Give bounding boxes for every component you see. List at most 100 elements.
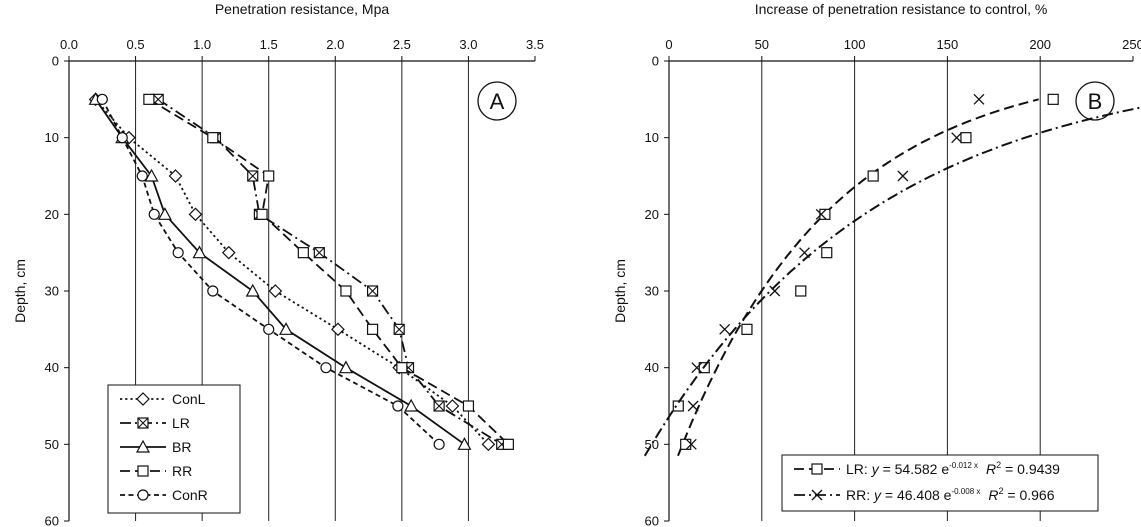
x-tick-label: 0	[665, 37, 672, 52]
x-axis-title: Increase of penetration resistance to co…	[755, 1, 1048, 17]
legend-item: RR	[120, 463, 192, 479]
data-point	[821, 247, 833, 259]
panel-badge-label: A	[490, 89, 505, 114]
data-point	[340, 285, 352, 297]
y-tick-label: 30	[645, 284, 659, 299]
data-point	[207, 285, 219, 297]
data-point	[136, 170, 148, 182]
data-point	[168, 169, 183, 183]
series-LR	[672, 93, 1059, 457]
legend-item: LR: y = 54.582 e-0.012 x R2 = 0.9439	[794, 460, 1060, 477]
legend-marker	[137, 465, 149, 477]
data-point	[404, 398, 419, 412]
y-tick-label: 60	[45, 514, 59, 527]
data-point	[815, 208, 827, 220]
data-point	[741, 323, 753, 335]
data-point	[331, 322, 345, 337]
x-tick-label: 2.5	[393, 37, 411, 52]
legend-marker-cross	[137, 417, 149, 429]
data-point	[719, 323, 731, 335]
data-point	[366, 323, 379, 335]
data-point	[433, 438, 445, 450]
y-tick-label: 40	[645, 360, 659, 375]
data-point	[799, 247, 810, 259]
panel-badge-label: B	[1088, 89, 1103, 114]
legend-eq-part: = 54.582 e	[879, 461, 950, 477]
legend-eq-part: 2	[998, 486, 1003, 496]
data-point	[188, 207, 203, 222]
x-tick-label: 50	[755, 37, 769, 52]
x-tick-label: 100	[844, 37, 866, 52]
legend-marker	[811, 463, 823, 475]
x-axis-title: Penetration resistance, Mpa	[215, 1, 390, 17]
data-point	[502, 438, 514, 450]
y-tick-label: 20	[645, 207, 659, 222]
legend-item: LR	[120, 415, 190, 431]
panel-badge	[1075, 81, 1115, 121]
panel-b: 0 50 100 150 200 250 0 10 20 30 40 50 60 Increase of …	[612, 1, 1141, 527]
data-point	[245, 283, 260, 297]
legend-marker	[136, 392, 150, 406]
legend-eq-part: -0.008 x	[951, 487, 980, 496]
x-tick-label: 3.0	[459, 37, 477, 52]
panel-a: 0.0 0.5 1.0 1.5 2.0 2.5 3.0 3.5 0 10 20 30 40 50 60 Pen…	[12, 1, 544, 527]
x-tick-label: 1.0	[193, 37, 211, 52]
legend: ConL LR BR RR ConR	[107, 384, 241, 514]
legend: LR: y = 54.582 e-0.012 x R2 = 0.9439 RR: y…	[781, 454, 1099, 512]
y-tick-label: 0	[652, 54, 659, 69]
legend-label: ConR	[172, 487, 208, 503]
series-line	[157, 98, 503, 446]
data-point	[1047, 93, 1059, 105]
y-tick-label: 60	[645, 514, 659, 527]
legend-eq-part: y	[871, 461, 880, 477]
legend-label: RR: y = 46.408 e-0.008 x R2 = 0.966	[846, 486, 1055, 503]
data-point	[819, 208, 831, 220]
x-tick-label: 1.5	[260, 37, 278, 52]
series-RR	[143, 93, 514, 450]
data-point	[172, 247, 184, 259]
legend-item: RR: y = 46.408 e-0.008 x R2 = 0.966	[794, 486, 1055, 503]
legend-item: ConL	[120, 391, 206, 407]
data-point	[263, 170, 275, 182]
data-point	[769, 285, 781, 297]
data-point	[143, 93, 155, 105]
x-tick-label: 3.5	[526, 37, 544, 52]
data-point	[279, 322, 294, 335]
legend-label: ConL	[172, 391, 206, 407]
data-point	[338, 360, 353, 374]
y-tick-label: 20	[45, 207, 59, 222]
data-point-cross	[393, 323, 405, 335]
legend-eq-part: -0.012 x	[949, 461, 978, 470]
legend-eq-part: RR:	[846, 487, 874, 503]
data-point	[973, 93, 985, 105]
series-line	[101, 98, 440, 445]
legend-item: BR	[120, 439, 191, 455]
data-point	[96, 93, 108, 105]
x-tick-label: 0.5	[127, 37, 145, 52]
data-point	[144, 168, 159, 182]
legend-label: LR: y = 54.582 e-0.012 x R2 = 0.9439	[846, 460, 1060, 477]
legend-label: BR	[172, 439, 191, 455]
data-point	[481, 437, 496, 452]
legend-marker	[811, 489, 823, 501]
data-point	[960, 132, 972, 144]
data-point	[685, 438, 697, 450]
legend-eq-part: R	[986, 461, 996, 477]
legend-eq-part: LR:	[846, 461, 872, 477]
x-tick-label: 200	[1029, 37, 1051, 52]
y-tick-label: 10	[645, 130, 659, 145]
series-line	[94, 98, 465, 446]
y-tick-label: 0	[52, 54, 59, 69]
data-point	[392, 400, 404, 412]
series-line	[94, 98, 490, 445]
legend-eq-part: = 0.9439	[1001, 461, 1060, 477]
fit-curve	[677, 98, 1039, 457]
y-tick-label: 50	[645, 437, 659, 452]
legend-label: RR	[172, 463, 192, 479]
legend-marker	[137, 489, 149, 501]
data-point	[672, 400, 684, 412]
y-axis-title: Depth, cm	[12, 259, 28, 323]
data-point-cross	[367, 285, 378, 297]
data-point	[462, 400, 475, 412]
data-point	[221, 245, 236, 260]
